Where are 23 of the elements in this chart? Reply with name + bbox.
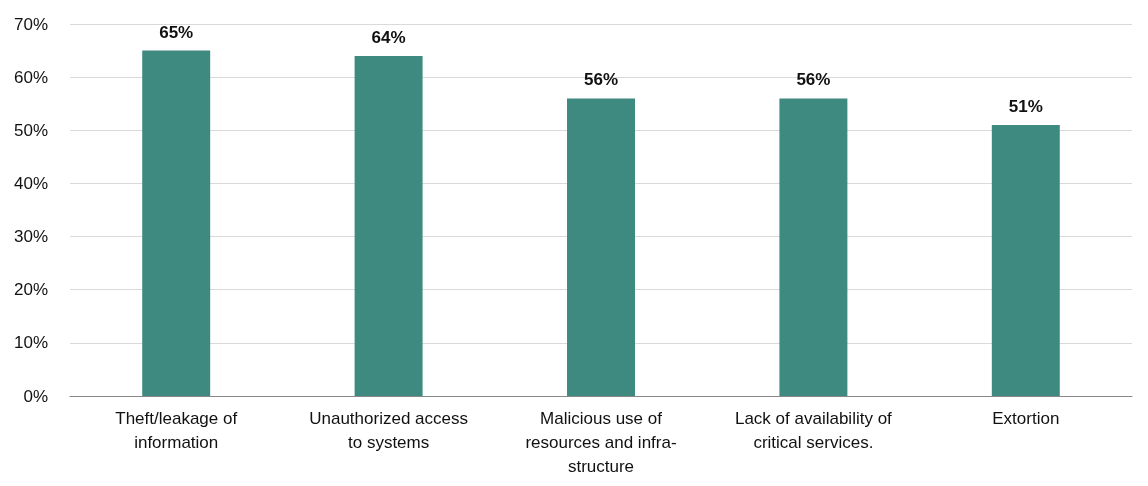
bar	[354, 55, 423, 396]
x-tick-label: Malicious use of resources and infra- structure	[525, 408, 677, 476]
y-tick-label: 30%	[13, 227, 48, 247]
x-tick-label: Unauthorized access to systems	[309, 408, 468, 452]
bar	[991, 124, 1060, 396]
x-tick-label: Lack of availability of critical services.	[734, 408, 893, 452]
y-tick-label: 10%	[13, 333, 48, 353]
data-label: 51%	[1008, 96, 1043, 116]
bar	[779, 98, 848, 396]
data-label: 56%	[583, 70, 619, 90]
y-tick-label: 70%	[13, 14, 48, 34]
bar	[142, 50, 211, 396]
data-label: 65%	[159, 22, 194, 42]
y-tick-label: 50%	[13, 120, 48, 140]
data-label: 56%	[796, 70, 831, 90]
y-tick-label: 0%	[23, 386, 48, 406]
data-label: 64%	[371, 27, 406, 47]
bar	[567, 98, 635, 396]
x-tick-label: Extortion	[992, 408, 1060, 428]
y-tick-label: 40%	[13, 173, 48, 193]
y-tick-label: 20%	[13, 280, 48, 300]
x-tick-label: Theft/leakage of information	[115, 408, 238, 452]
y-tick-label: 60%	[13, 67, 48, 87]
